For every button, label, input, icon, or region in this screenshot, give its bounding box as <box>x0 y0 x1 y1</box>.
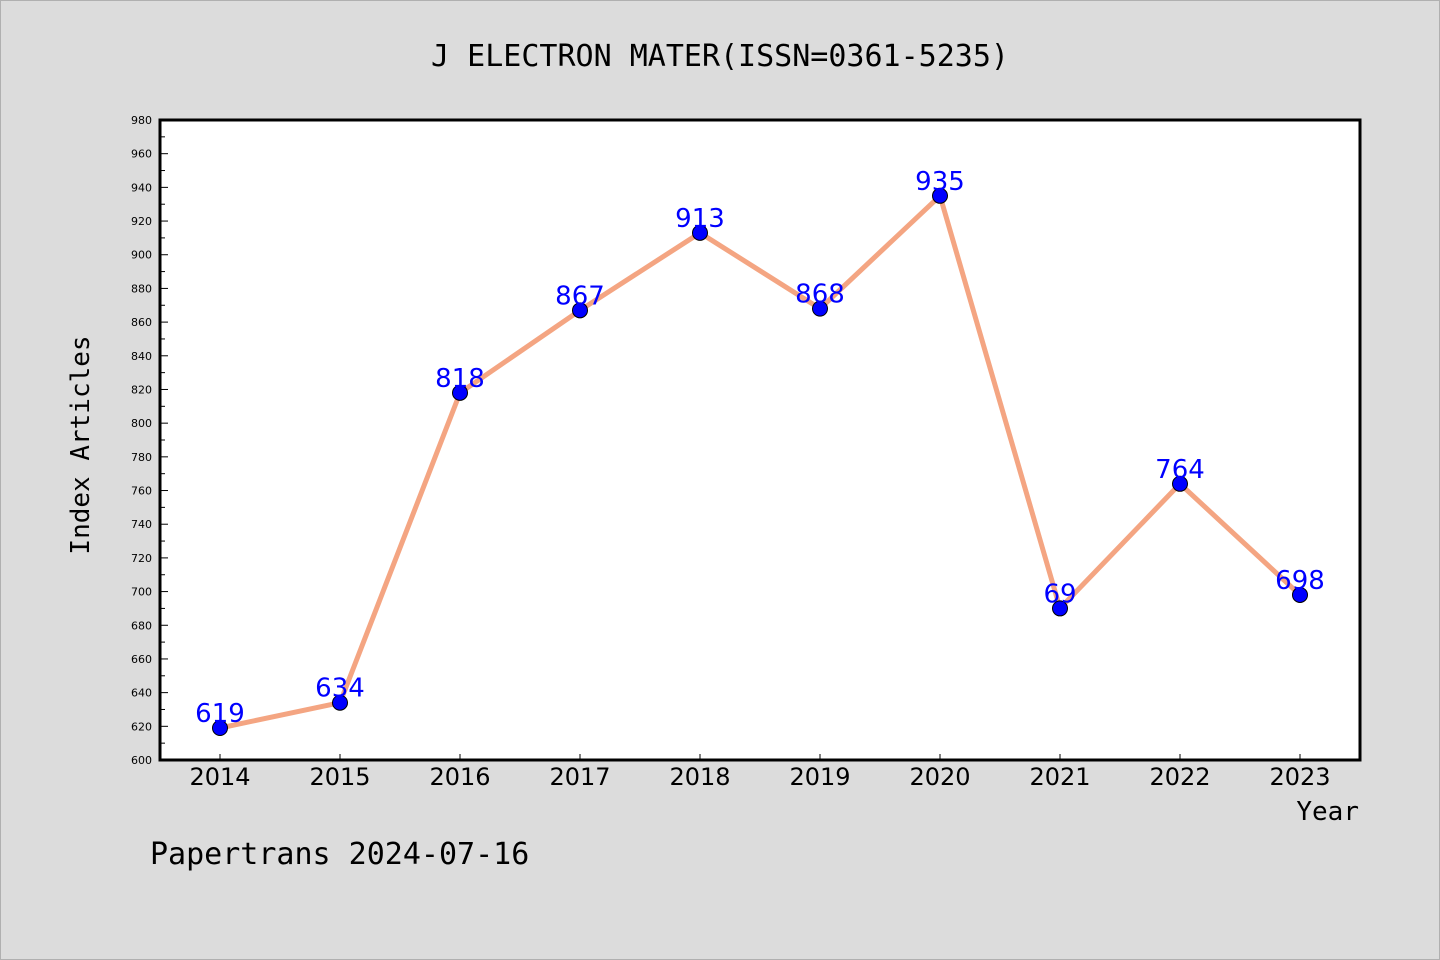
y-tick-label: 980 <box>131 114 152 127</box>
y-tick-label: 780 <box>131 451 152 464</box>
data-label: 935 <box>915 167 965 197</box>
data-point <box>692 224 708 241</box>
x-axis: 2014 2015 2016 2017 2018 2019 2020 2021 2022 2023 <box>189 754 1331 791</box>
y-tick-label: 720 <box>131 552 152 565</box>
x-tick-label: 2020 <box>909 763 970 791</box>
y-axis: 600 620 640 660 680 700 720 740 760 780 800 820 840 8… <box>131 114 168 767</box>
data-point <box>332 694 348 711</box>
data-label: 69 <box>1043 579 1076 609</box>
y-tick-label: 860 <box>131 316 152 329</box>
y-tick-label: 660 <box>131 653 152 666</box>
data-point <box>1052 600 1068 617</box>
y-tick-label: 880 <box>131 282 152 295</box>
footer-watermark: Papertrans 2024-07-16 <box>150 837 529 872</box>
x-tick-label: 2016 <box>429 763 490 791</box>
data-point <box>452 384 468 401</box>
plot-area <box>158 118 1362 762</box>
y-tick-label: 920 <box>131 215 152 228</box>
x-tick-label: 2015 <box>309 763 370 791</box>
x-axis-label: Year <box>1296 797 1359 827</box>
data-point <box>1292 586 1308 603</box>
x-tick-label: 2021 <box>1029 763 1090 791</box>
data-label: 818 <box>435 364 485 394</box>
y-tick-label: 900 <box>131 249 152 262</box>
data-label: 764 <box>1155 455 1205 485</box>
y-tick-label: 960 <box>131 148 152 161</box>
y-tick-label: 760 <box>131 485 152 498</box>
data-label: 634 <box>315 674 365 704</box>
x-tick-label: 2023 <box>1269 763 1330 791</box>
x-tick-label: 2019 <box>789 763 850 791</box>
data-point <box>932 187 948 204</box>
data-point <box>812 300 828 317</box>
y-tick-label: 740 <box>131 518 152 531</box>
data-label: 698 <box>1275 566 1325 596</box>
data-point <box>212 720 228 736</box>
x-tick-label: 2014 <box>189 763 250 791</box>
y-tick-label: 940 <box>131 181 152 194</box>
y-tick-label: 620 <box>131 720 152 733</box>
data-point <box>1172 475 1188 492</box>
y-tick-label: 600 <box>131 754 152 767</box>
series-line-group <box>217 193 1303 731</box>
x-tick-label: 2022 <box>1149 763 1210 791</box>
data-points <box>212 187 1308 736</box>
series-line <box>217 193 1303 731</box>
data-label: 867 <box>555 281 605 311</box>
data-label: 868 <box>795 280 845 310</box>
y-tick-label: 800 <box>131 417 152 430</box>
y-tick-label: 680 <box>131 619 152 632</box>
y-tick-label: 840 <box>131 350 152 363</box>
y-axis-label: Index Articles <box>66 335 96 554</box>
data-labels: 619 634 818 867 913 868 935 69 764 698 <box>195 167 1325 729</box>
data-label: 913 <box>675 204 725 234</box>
x-tick-label: 2018 <box>669 763 730 791</box>
y-tick-label: 820 <box>131 383 152 396</box>
data-label: 619 <box>195 699 245 729</box>
y-tick-label: 700 <box>131 586 152 599</box>
data-point <box>572 302 588 319</box>
y-tick-label: 640 <box>131 687 152 700</box>
x-tick-label: 2017 <box>549 763 610 791</box>
chart-title: J ELECTRON MATER(ISSN=0361-5235) <box>431 39 1009 74</box>
